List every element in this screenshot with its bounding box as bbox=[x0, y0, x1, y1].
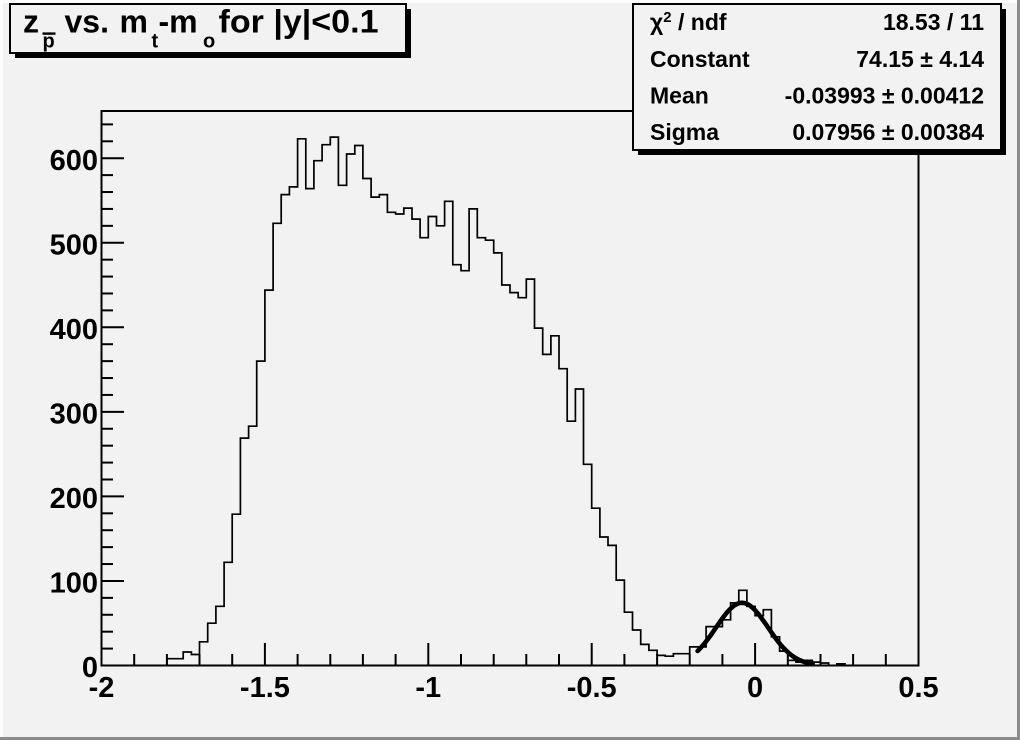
svg-text:o: o bbox=[203, 31, 215, 53]
svg-text:18.53 / 11: 18.53 / 11 bbox=[883, 9, 984, 35]
svg-text:t: t bbox=[152, 31, 159, 53]
svg-text:-1.5: -1.5 bbox=[240, 672, 290, 704]
svg-text:vs.: vs. bbox=[65, 4, 109, 40]
svg-text:400: 400 bbox=[50, 314, 98, 346]
svg-text:0: 0 bbox=[82, 652, 98, 684]
svg-text:200: 200 bbox=[50, 483, 98, 515]
svg-text:Sigma: Sigma bbox=[650, 119, 719, 145]
svg-text:0.07956 ± 0.00384: 0.07956 ± 0.00384 bbox=[792, 119, 984, 145]
svg-text:300: 300 bbox=[50, 399, 98, 431]
svg-text:-0.5: -0.5 bbox=[567, 672, 617, 704]
svg-text:Mean: Mean bbox=[650, 83, 709, 109]
svg-text:m: m bbox=[120, 4, 148, 40]
svg-text:χ2 / ndf: χ2 / ndf bbox=[650, 9, 727, 35]
svg-text:500: 500 bbox=[50, 230, 98, 262]
svg-text:0: 0 bbox=[747, 672, 763, 704]
svg-text:-m: -m bbox=[159, 4, 198, 40]
svg-text:100: 100 bbox=[50, 568, 98, 600]
svg-text:74.15 ± 4.14: 74.15 ± 4.14 bbox=[856, 46, 984, 72]
svg-text:0.5: 0.5 bbox=[898, 672, 938, 704]
svg-text:600: 600 bbox=[50, 145, 98, 177]
svg-text:z: z bbox=[23, 4, 39, 40]
svg-text:for |y|<0.1: for |y|<0.1 bbox=[219, 4, 379, 40]
svg-text:-1: -1 bbox=[415, 672, 441, 704]
svg-text:Constant: Constant bbox=[650, 46, 750, 72]
svg-text:-0.03993 ± 0.00412: -0.03993 ± 0.00412 bbox=[785, 83, 984, 109]
svg-text:-2: -2 bbox=[89, 672, 115, 704]
svg-text:p: p bbox=[43, 31, 55, 53]
